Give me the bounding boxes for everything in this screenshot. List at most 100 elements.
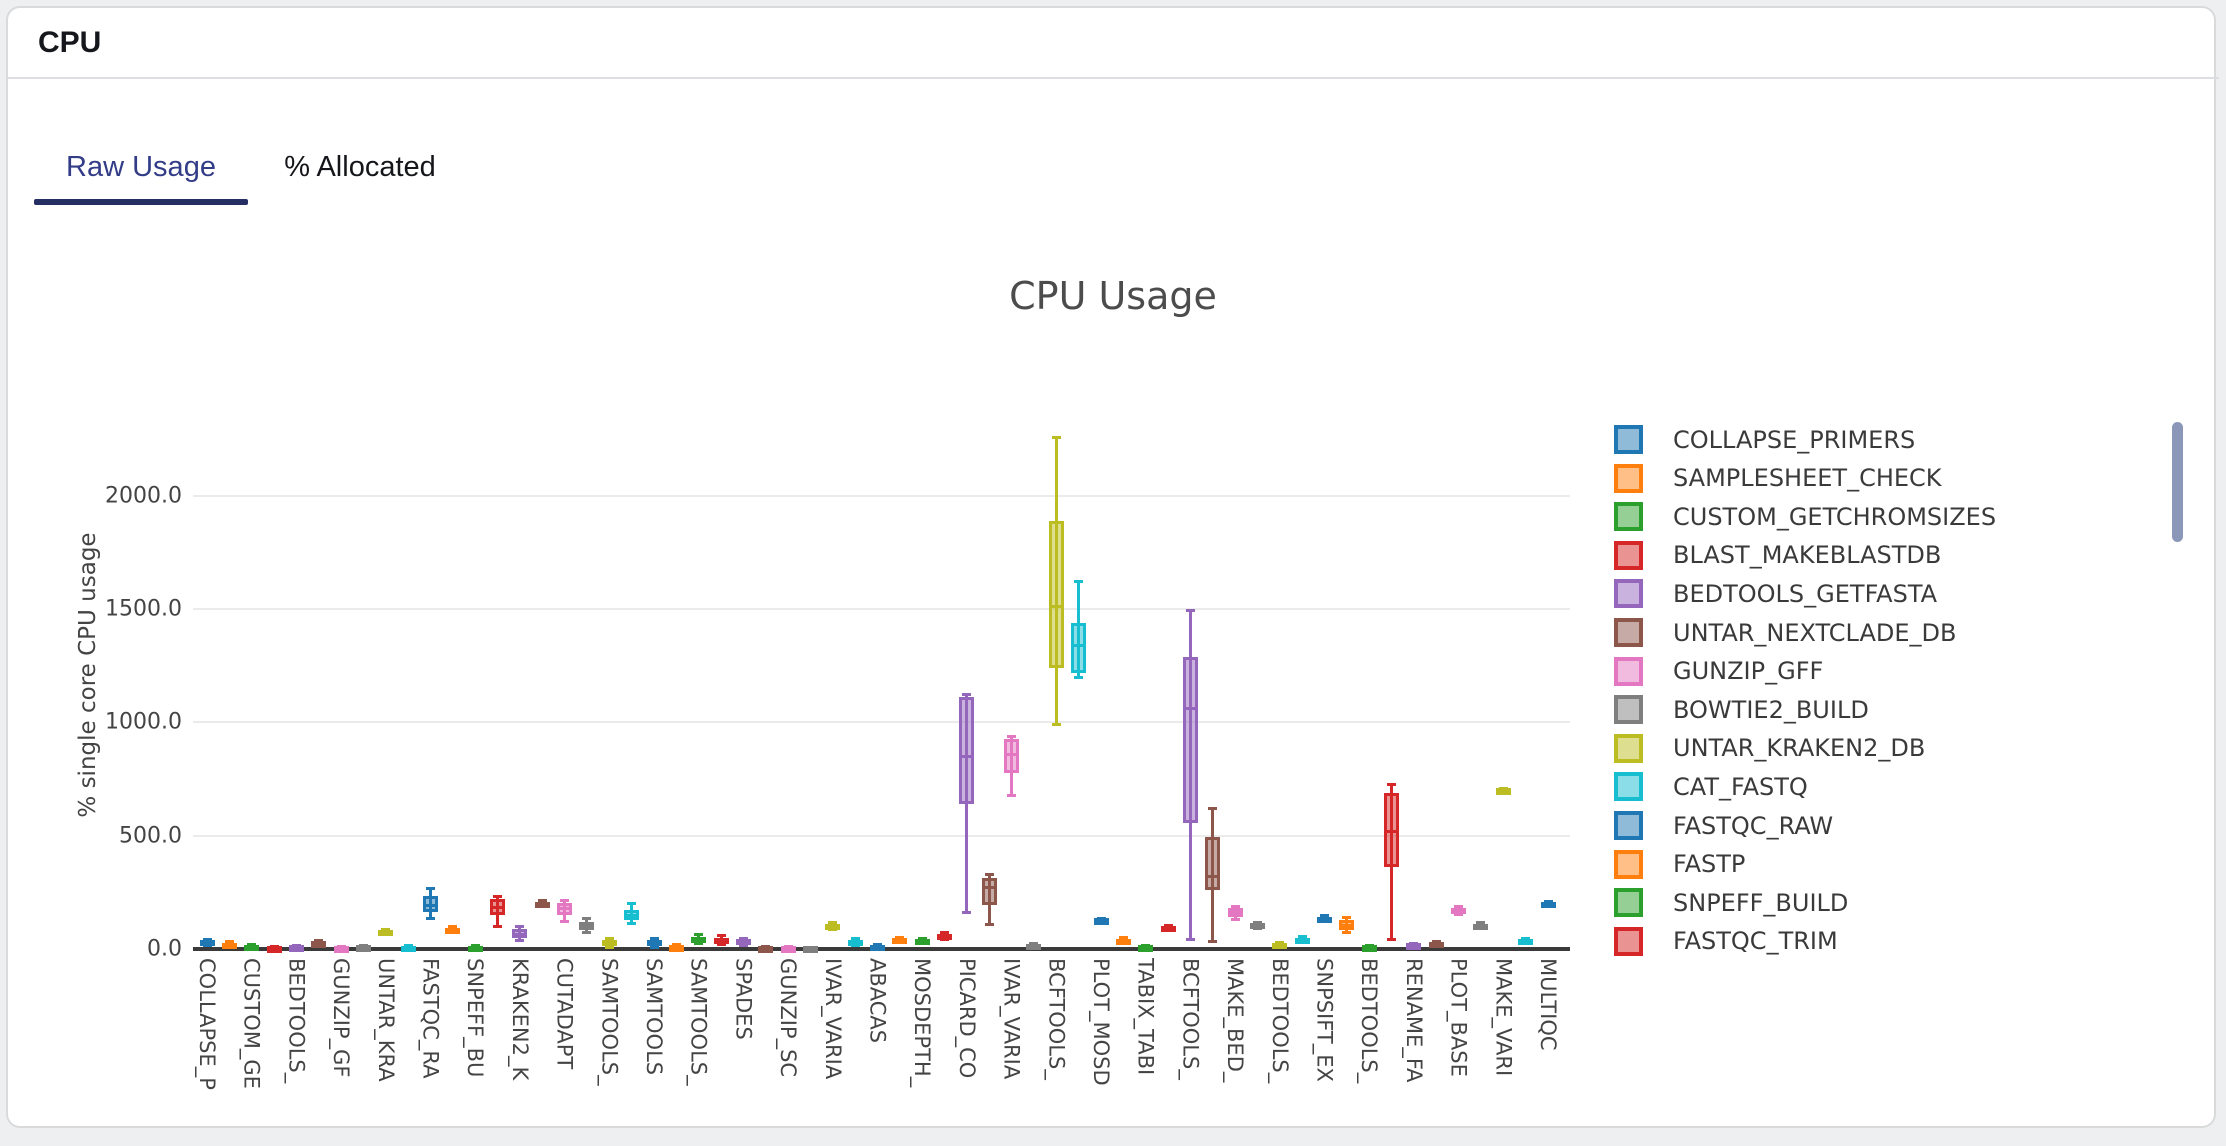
panel-title: CPU xyxy=(38,26,102,59)
box-median-line xyxy=(1071,643,1087,647)
legend-label: SAMPLESHEET_CHECK xyxy=(1673,464,1942,493)
box-median-line xyxy=(1495,788,1511,792)
whisker-cap-top xyxy=(1521,936,1531,940)
x-tick-label: FASTQC_RA xyxy=(418,958,443,1079)
legend-item[interactable]: FASTQC_TRIM xyxy=(1614,926,1838,956)
legend-item[interactable]: GUNZIP_GFF xyxy=(1614,656,1824,686)
legend-item[interactable]: COLLAPSE_PRIMERS xyxy=(1614,425,1915,454)
x-tick-label: SAMTOOLS_ xyxy=(686,958,711,1086)
legend-item[interactable]: CAT_FASTQ xyxy=(1614,772,1808,802)
y-tick-label: 500.0 xyxy=(119,823,182,849)
legend-label: FASTQC_TRIM xyxy=(1673,927,1838,956)
whisker-cap-top xyxy=(1342,915,1352,919)
box-plot-box[interactable] xyxy=(1182,656,1198,823)
box-plot-box[interactable] xyxy=(981,877,997,905)
whisker-cap-top xyxy=(649,936,659,940)
box-median-line xyxy=(266,945,282,949)
x-tick-label: PLOT_BASE xyxy=(1446,958,1471,1077)
box-median-line xyxy=(490,905,506,909)
box-median-line xyxy=(624,913,640,917)
y-tick-label: 2000.0 xyxy=(105,483,182,509)
whisker-cap-top xyxy=(426,886,435,890)
legend-color-swatch xyxy=(1614,656,1643,686)
box-plot-box[interactable] xyxy=(1205,836,1221,890)
legend-item[interactable]: BLAST_MAKEBLASTDB xyxy=(1614,540,1942,570)
whisker-cap-top xyxy=(962,692,972,696)
box-median-line xyxy=(423,903,438,907)
box-plot-box[interactable] xyxy=(959,696,975,804)
whisker-cap-top xyxy=(247,942,257,946)
box-median-line xyxy=(244,944,260,948)
whisker-cap-top xyxy=(1454,905,1464,909)
x-tick-label: SNPEFF_BU xyxy=(463,958,488,1078)
whisker-cap-top xyxy=(537,899,547,903)
box-median-line xyxy=(601,941,617,945)
x-tick-label: BEDTOOLS_ xyxy=(284,958,309,1084)
box-median-line xyxy=(1406,943,1422,947)
legend-item[interactable]: BEDTOOLS_GETFASTA xyxy=(1614,579,1938,609)
legend-color-swatch xyxy=(1614,849,1643,879)
whisker-cap-top xyxy=(850,936,860,940)
y-axis-title: % single core CPU usage xyxy=(75,532,101,818)
legend-item[interactable]: CUSTOM_GETCHROMSIZES xyxy=(1614,502,1996,532)
x-tick-label: ABACAS xyxy=(865,958,890,1044)
x-tick-label: MAKE_BED_ xyxy=(1223,958,1248,1083)
whisker-cap-top xyxy=(1275,940,1285,944)
box-median-line xyxy=(981,886,997,890)
box-median-line xyxy=(914,938,930,942)
tab-raw-usage[interactable]: Raw Usage xyxy=(66,150,216,183)
box-median-line xyxy=(400,945,416,949)
legend-color-swatch xyxy=(1614,463,1643,493)
y-tick-label: 1000.0 xyxy=(105,709,182,735)
whisker-cap-top xyxy=(671,943,681,947)
legend-item[interactable]: SAMPLESHEET_CHECK xyxy=(1614,463,1942,493)
whisker-cap-top xyxy=(1185,608,1195,612)
whisker-cap-top xyxy=(291,943,301,947)
whisker-cap-top xyxy=(1007,734,1017,738)
whisker-cap-top xyxy=(1074,579,1084,583)
box-median-line xyxy=(1004,752,1020,756)
whisker-cap-bottom xyxy=(649,945,659,949)
legend-color-swatch xyxy=(1614,772,1643,802)
box-median-line xyxy=(1339,923,1355,927)
whisker-cap-top xyxy=(314,938,324,942)
whisker-cap-bottom xyxy=(1387,937,1397,941)
box-plot-box[interactable] xyxy=(1071,622,1087,673)
legend-label: SNPEFF_BUILD xyxy=(1673,888,1849,917)
box-plot-box[interactable] xyxy=(1384,792,1400,867)
box-median-line xyxy=(445,928,461,932)
legend-label: BEDTOOLS_GETFASTA xyxy=(1673,579,1938,608)
whisker-cap-top xyxy=(560,899,570,903)
legend-item[interactable]: SNPEFF_BUILD xyxy=(1614,888,1849,918)
x-tick-label: UNTAR_KRA xyxy=(373,958,398,1082)
y-gridline xyxy=(193,721,1570,724)
legend-color-swatch xyxy=(1614,425,1643,454)
box-median-line xyxy=(1026,943,1042,947)
legend-item[interactable]: UNTAR_NEXTCLADE_DB xyxy=(1614,618,1957,647)
x-tick-label: SAMTOOLS_ xyxy=(597,958,622,1086)
whisker-cap-top xyxy=(694,932,704,936)
x-tick-label: BEDTOOLS_ xyxy=(1267,958,1292,1084)
legend-label: BLAST_MAKEBLASTDB xyxy=(1673,541,1942,570)
whisker-cap-top xyxy=(1320,914,1329,918)
box-plot-box[interactable] xyxy=(1004,738,1020,773)
whisker-cap-top xyxy=(1387,782,1397,786)
whisker-cap-bottom xyxy=(984,922,994,926)
x-tick-label: PLOT_MOSD xyxy=(1089,958,1113,1086)
whisker-cap-top xyxy=(627,901,637,905)
legend-label: GUNZIP_GFF xyxy=(1673,657,1824,686)
tab-percent-allocated[interactable]: % Allocated xyxy=(284,150,436,183)
legend-item[interactable]: FASTP xyxy=(1614,849,1745,879)
x-tick-label: COLLAPSE_P xyxy=(195,958,219,1090)
box-plot-box[interactable] xyxy=(1048,520,1064,668)
legend-item[interactable]: FASTQC_RAW xyxy=(1614,811,1833,840)
legend-item[interactable]: UNTAR_KRAKEN2_DB xyxy=(1614,733,1925,763)
whisker-cap-bottom xyxy=(694,942,704,946)
whisker-cap-bottom xyxy=(1208,939,1218,943)
x-tick-label: GUNZIP_SC xyxy=(776,958,801,1078)
x-tick-label: IVAR_VARIA xyxy=(820,958,845,1080)
legend-item[interactable]: BOWTIE2_BUILD xyxy=(1614,695,1869,725)
legend-color-swatch xyxy=(1614,695,1643,725)
legend-scrollbar-thumb[interactable] xyxy=(2172,422,2183,542)
